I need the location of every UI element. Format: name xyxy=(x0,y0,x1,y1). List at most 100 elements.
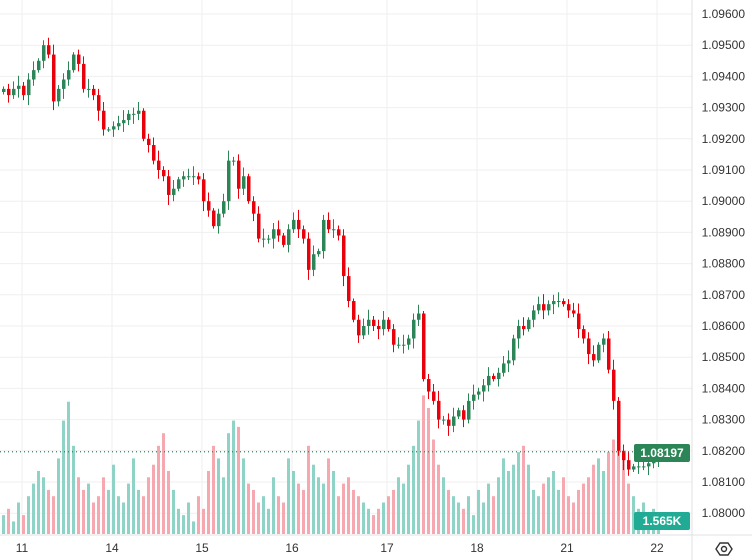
volume-bar xyxy=(402,483,405,534)
volume-bar xyxy=(62,420,65,534)
volume-bar xyxy=(412,445,415,534)
volume-bar xyxy=(152,464,155,534)
candle-up xyxy=(182,176,186,180)
volume-bar xyxy=(612,439,615,534)
candle-up xyxy=(597,344,601,361)
volume-bar xyxy=(477,489,480,534)
volume-bar xyxy=(432,439,435,534)
candle-up xyxy=(17,85,21,89)
volume-bar xyxy=(592,464,595,534)
candle-down xyxy=(197,176,201,180)
candle-up xyxy=(267,238,271,240)
volume-bar xyxy=(52,496,55,534)
volume-bar xyxy=(472,515,475,534)
candle-up xyxy=(312,254,316,270)
price-axis-label: 1.09100 xyxy=(702,163,746,177)
volume-bar xyxy=(182,515,185,534)
volume-bar xyxy=(542,483,545,534)
volume-bar xyxy=(87,483,90,534)
candle-up xyxy=(397,344,401,346)
price-axis-label: 1.08200 xyxy=(702,444,746,458)
candle-up xyxy=(642,466,646,468)
candle-down xyxy=(97,95,101,111)
candle-up xyxy=(62,79,66,89)
volume-bar xyxy=(232,420,235,534)
volume-bar xyxy=(242,458,245,534)
volume-bar xyxy=(122,502,125,534)
volume-bar xyxy=(132,458,135,534)
candle-up xyxy=(452,416,456,426)
volume-bar xyxy=(172,489,175,534)
candle-down xyxy=(152,145,156,161)
candle-down xyxy=(327,219,331,230)
volume-bar xyxy=(352,489,355,534)
candle-up xyxy=(487,375,491,386)
volume-bar xyxy=(2,515,5,534)
volume-bar xyxy=(462,508,465,534)
candle-up xyxy=(512,338,516,361)
candle-up xyxy=(552,301,556,305)
volume-bar xyxy=(552,471,555,534)
candle-up xyxy=(222,201,226,214)
volume-bar xyxy=(422,395,425,534)
volume-bar xyxy=(292,471,295,534)
candle-down xyxy=(102,110,106,130)
volume-bar xyxy=(502,458,505,534)
candle-up xyxy=(132,113,136,115)
settings-icon[interactable] xyxy=(715,540,733,558)
volume-bar xyxy=(317,477,320,534)
volume-bar xyxy=(72,445,75,534)
volume-bar xyxy=(187,502,190,534)
volume-bar xyxy=(112,464,115,534)
volume-bar xyxy=(492,496,495,534)
last-price-tag: 1.08197 xyxy=(634,444,690,462)
candle-up xyxy=(382,319,386,330)
candle-up xyxy=(637,466,641,468)
volume-bar xyxy=(167,471,170,534)
volume-bar xyxy=(222,477,225,534)
candle-up xyxy=(467,400,471,420)
price-axis-label: 1.08900 xyxy=(702,225,746,239)
candle-up xyxy=(407,338,411,345)
volume-bar xyxy=(527,464,530,534)
candle-down xyxy=(237,160,241,189)
candle-down xyxy=(607,338,611,370)
candle-down xyxy=(7,88,11,96)
candle-up xyxy=(317,251,321,255)
candle-down xyxy=(207,201,211,211)
candle-up xyxy=(12,88,16,96)
candle-up xyxy=(602,338,606,345)
volume-bar xyxy=(337,496,340,534)
candle-down xyxy=(462,410,466,420)
candle-up xyxy=(292,219,296,230)
candle-up xyxy=(232,160,236,162)
volume-bar xyxy=(67,401,70,534)
volume-bar xyxy=(227,433,230,534)
volume-bar xyxy=(437,464,440,534)
price-axis-label: 1.08700 xyxy=(702,288,746,302)
volume-bar xyxy=(197,496,200,534)
candle-down xyxy=(592,354,596,361)
candle-down xyxy=(352,301,356,320)
candle-down xyxy=(162,170,166,177)
candle-up xyxy=(112,126,116,130)
volume-bar xyxy=(142,496,145,534)
volume-bar xyxy=(332,471,335,534)
candle-up xyxy=(72,54,76,71)
volume-bar xyxy=(357,496,360,534)
volume-bar xyxy=(587,477,590,534)
candle-down xyxy=(212,210,216,227)
price-axis-label: 1.08600 xyxy=(702,319,746,333)
volume-bar xyxy=(157,445,160,534)
volume-bar xyxy=(272,477,275,534)
price-axis-label: 1.09600 xyxy=(702,7,746,21)
volume-bar xyxy=(97,496,100,534)
volume-bar xyxy=(607,452,610,534)
volume-bar xyxy=(127,483,130,534)
price-axis-label: 1.09500 xyxy=(702,38,746,52)
volume-bar xyxy=(572,502,575,534)
candle-down xyxy=(47,45,51,55)
volume-bar xyxy=(107,489,110,534)
candle-down xyxy=(337,229,341,236)
